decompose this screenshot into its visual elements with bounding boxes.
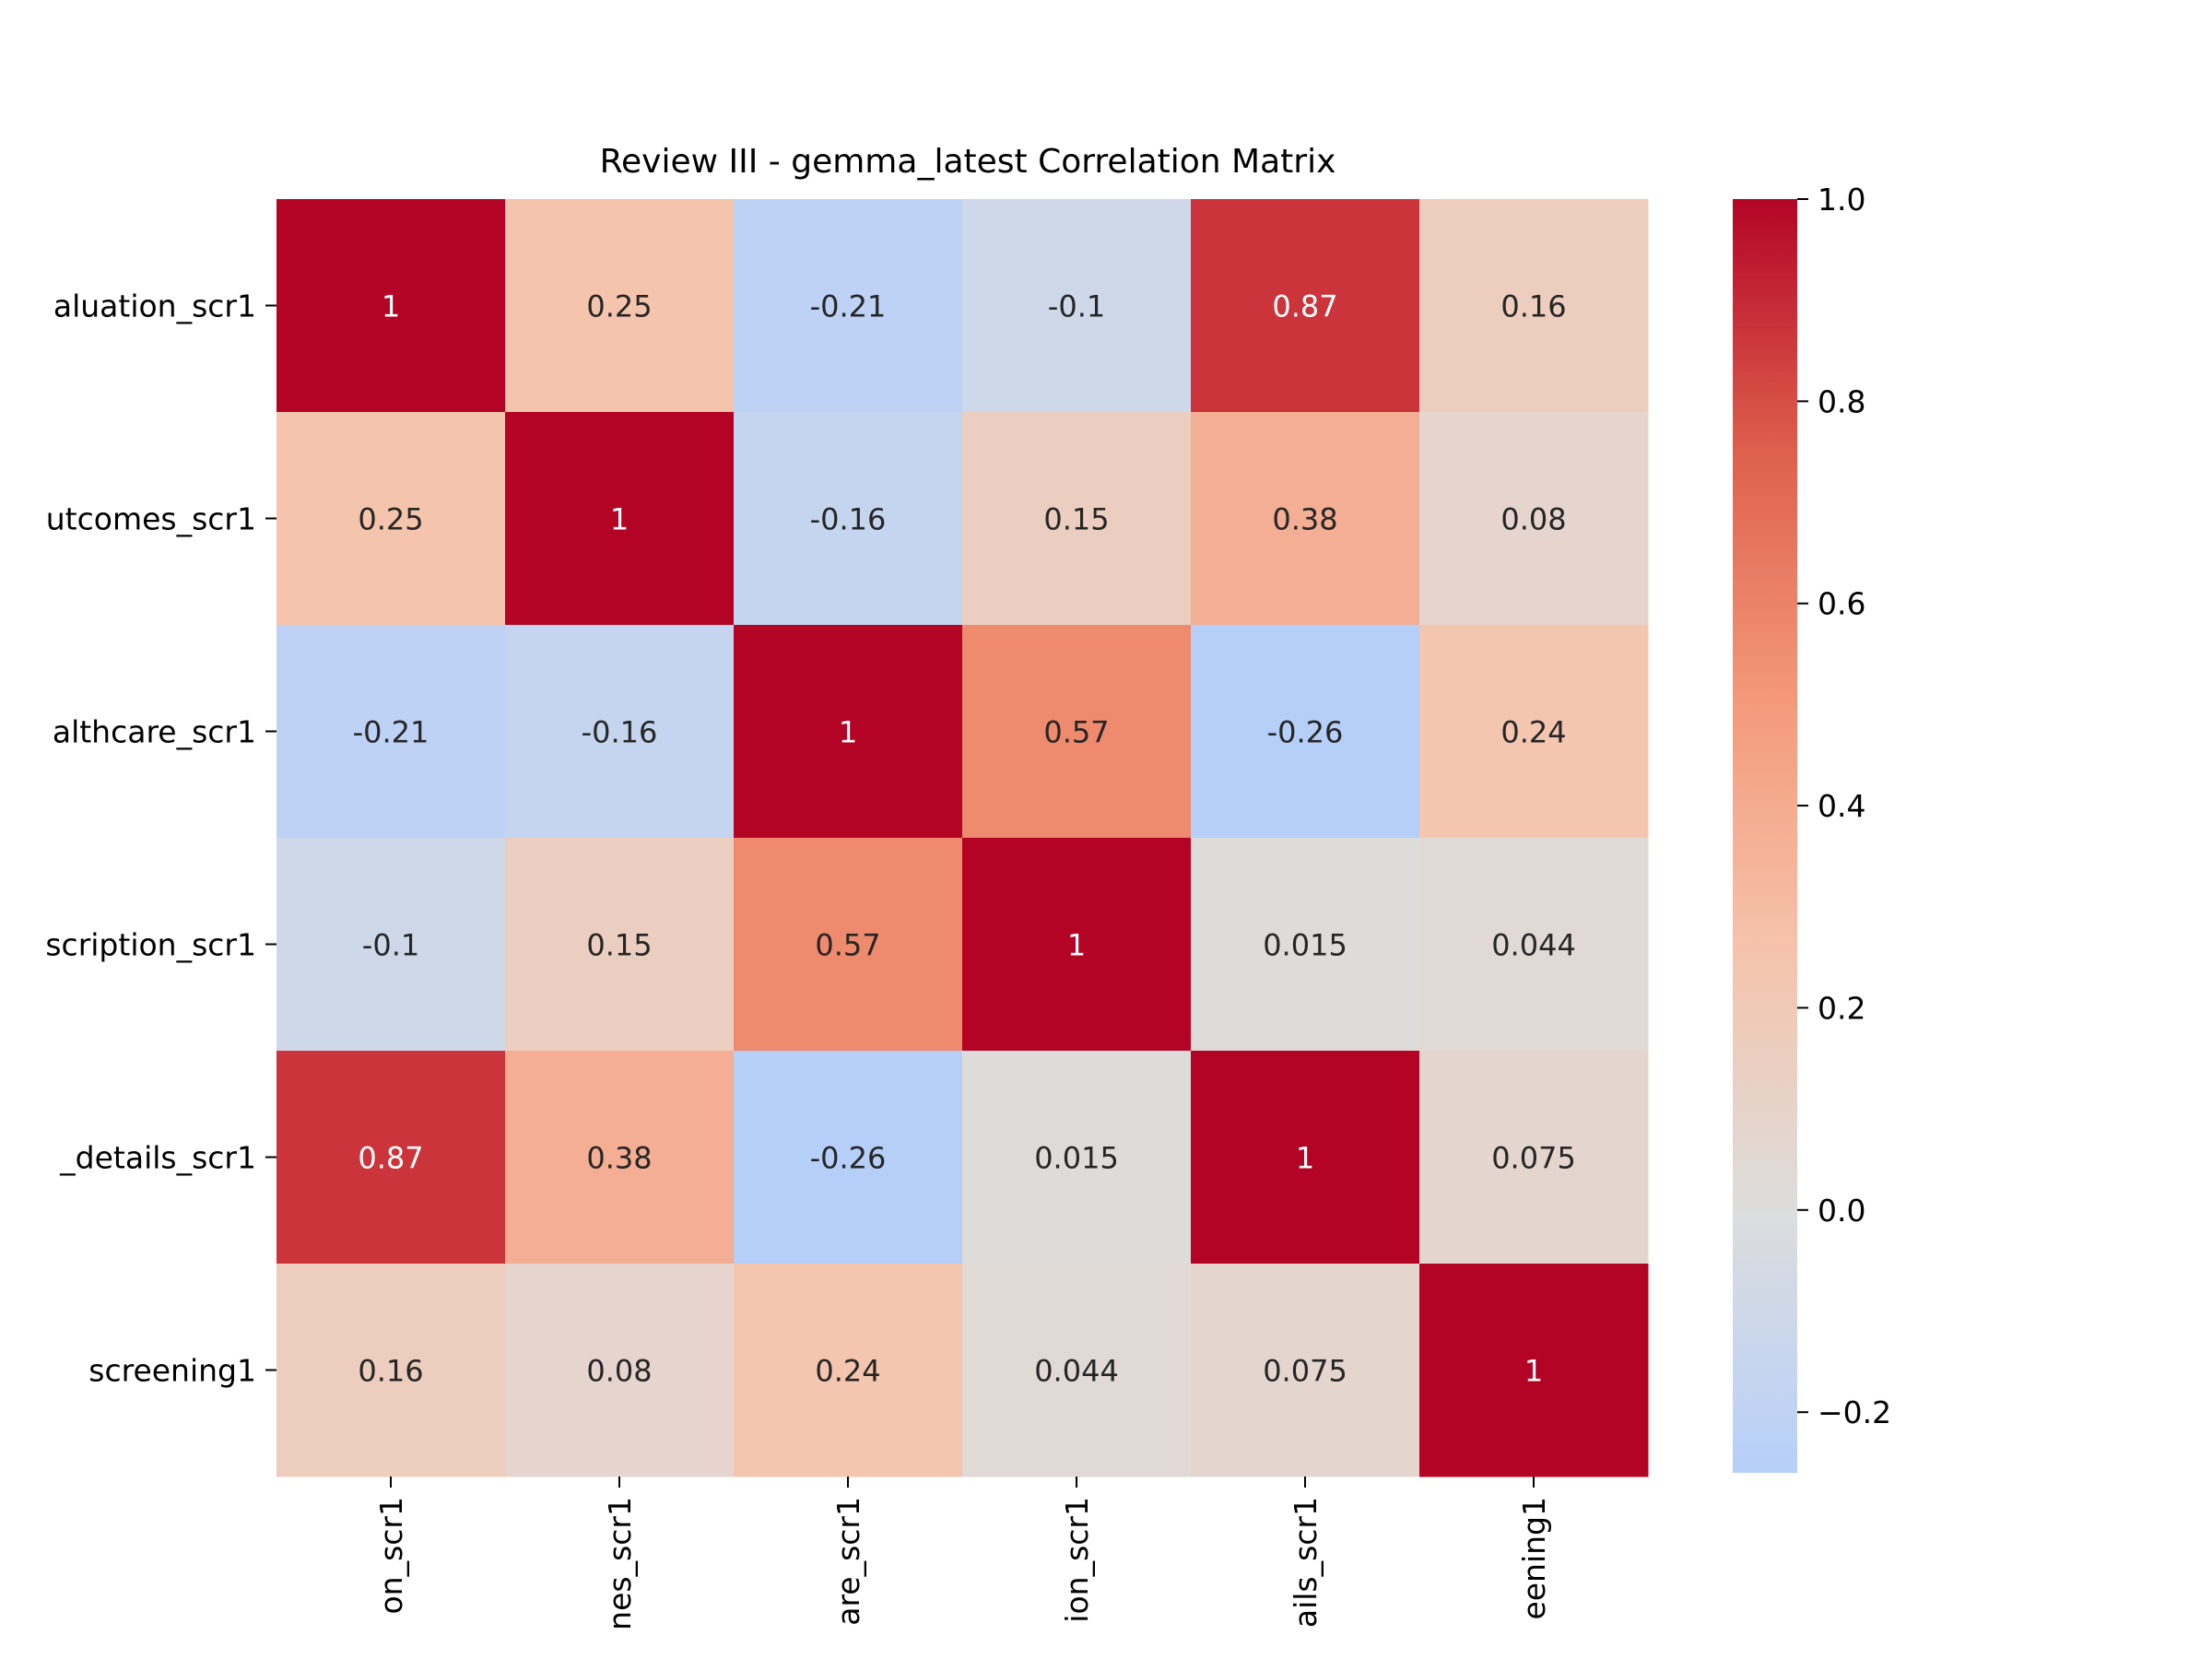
row-labels: aluation_scr1 utcomes_scr1 althcare_scr1sc… [45,288,276,1389]
colorbar-tick-label: 0.0 [1818,1193,1865,1229]
colorbar-tick-label: −0.2 [1818,1394,1891,1430]
cell-value-label: -0.1 [362,928,419,963]
heatmap-cells: 1 0.25 -0.21 -0.1 0.87 0.16 0.25 1 -0.16 0.15 0.38… [276,199,1649,1477]
cell-value-label: 1 [839,715,857,750]
cell-value-label: 0.25 [586,289,652,324]
chart-title: Review III - gemma_latest Correlation Ma… [600,143,1336,181]
column-label: are_scr1 [830,1497,866,1626]
column-label: on_scr1 [373,1497,409,1615]
cell-value-label: 0.24 [815,1354,880,1389]
cell-value-label: 0.38 [1272,502,1337,537]
row-label: althcare_scr1 [53,714,256,750]
colorbar-tick-label: 0.8 [1818,383,1865,419]
cell-value-label: 0.015 [1034,1141,1119,1176]
cell-value-label: 1 [1524,1354,1543,1389]
row-label: scription_scr1 [45,927,256,963]
cell-value-label: 0.075 [1491,1141,1576,1176]
colorbar-tick-label: 1.0 [1818,182,1865,218]
cell-value-label: 0.24 [1500,715,1566,750]
colorbar-gradient [1733,199,1797,1473]
cell-value-label: 0.044 [1491,928,1576,963]
cell-value-label: 0.15 [1043,502,1109,537]
cell-value-label: 0.16 [358,1354,423,1389]
cell-value-label: -0.16 [810,502,887,537]
column-label: ails_scr1 [1288,1497,1324,1628]
cell-value-label: -0.26 [1267,715,1344,750]
cell-value-label: 0.044 [1034,1354,1119,1389]
column-labels: on_scr1 nes_scr1 are_scr1 ion_scr1 ails_scr1… [373,1477,1552,1630]
row-label: utcomes_scr1 [46,501,256,537]
colorbar: −0.2 0.0 0.2 0.4 0.6 0.8 1.0 [1733,182,1891,1473]
colorbar-tick-label: 0.6 [1818,586,1865,622]
cell-value-label: 1 [1067,928,1086,963]
column-label: nes_scr1 [602,1497,638,1630]
row-label: _details_scr1 [59,1140,256,1176]
cell-value-label: 1 [382,289,400,324]
cell-value-label: 0.08 [586,1354,652,1389]
cell-value-label: 0.87 [1272,289,1337,324]
cell-value-label: 0.38 [586,1141,652,1176]
cell-value-label: -0.1 [1048,289,1105,324]
cell-value-label: 0.015 [1263,928,1347,963]
column-label: ion_scr1 [1059,1497,1095,1623]
colorbar-tick-label: 0.2 [1818,990,1865,1026]
cell-value-label: -0.16 [582,715,658,750]
cell-value-label: 0.57 [1043,715,1109,750]
cell-value-label: 1 [610,502,629,537]
cell-value-label: 0.15 [586,928,652,963]
cell-value-label: 0.08 [1500,502,1566,537]
cell-value-label: 0.57 [815,928,880,963]
column-label: eening1 [1516,1497,1552,1620]
cell-value-label: -0.21 [810,289,887,324]
colorbar-tick-label: 0.4 [1818,788,1865,824]
row-label: aluation_scr1 [53,288,256,324]
cell-value-label: 0.25 [358,502,423,537]
cell-value-label: 0.075 [1263,1354,1347,1389]
cell-value-label: 0.87 [358,1141,423,1176]
cell-value-label: -0.26 [810,1141,887,1176]
cell-value-label: 0.16 [1500,289,1566,324]
cell-value-label: 1 [1296,1141,1314,1176]
row-label: screening1 [88,1353,256,1389]
cell-value-label: -0.21 [353,715,429,750]
